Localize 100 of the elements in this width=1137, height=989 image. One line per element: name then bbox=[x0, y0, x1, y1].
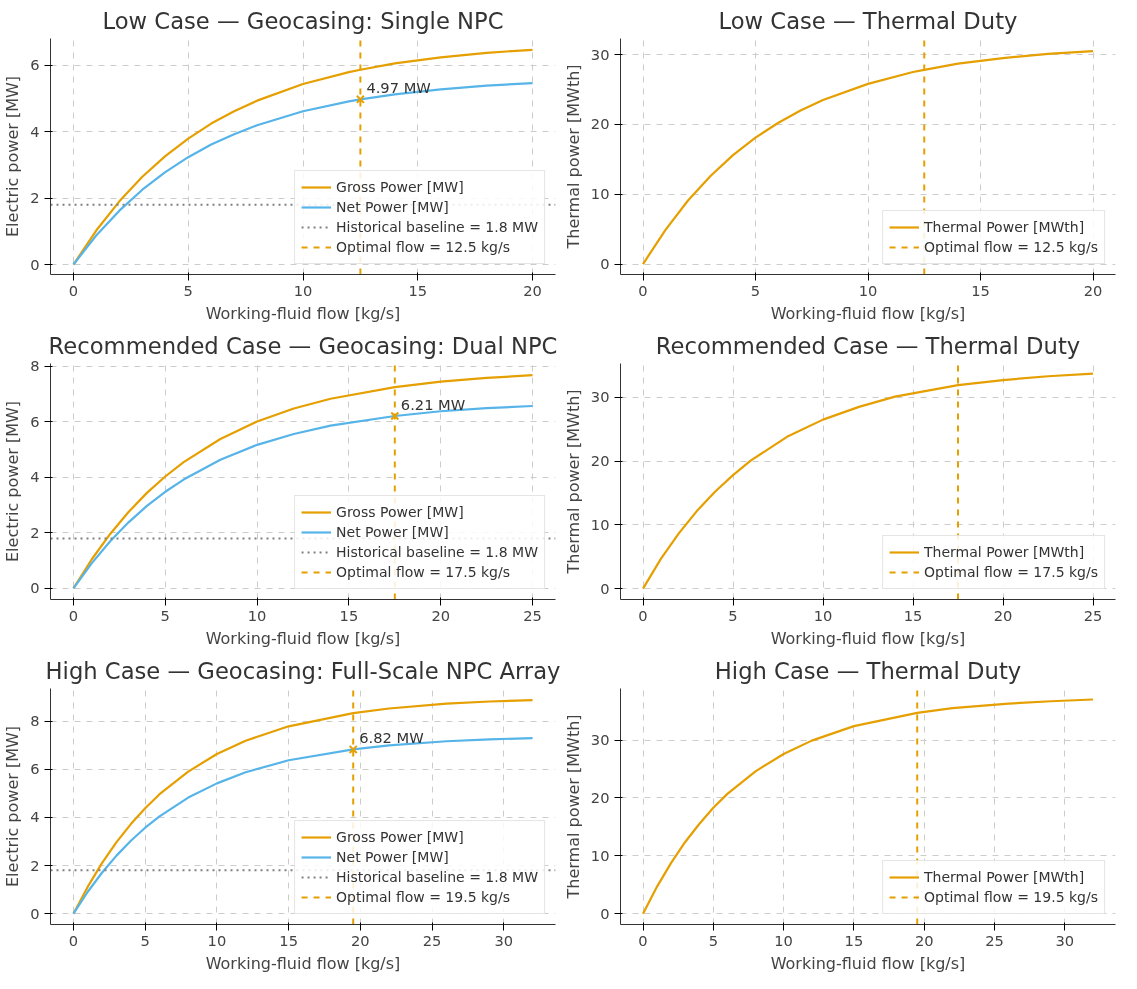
y-tick-label: 10 bbox=[590, 515, 610, 533]
x-tick-label: 5 bbox=[160, 606, 170, 624]
x-tick-label: 15 bbox=[279, 931, 298, 949]
x-tick-label: 10 bbox=[813, 606, 833, 624]
y-tick-label: 4 bbox=[30, 122, 40, 140]
y-tick-label: 4 bbox=[30, 468, 40, 486]
x-axis-title: Working-fluid flow [kg/s] bbox=[770, 628, 966, 648]
y-tick-label: 20 bbox=[590, 788, 610, 806]
y-axis-title: Thermal power [MWth] bbox=[563, 714, 583, 900]
legend-label: Historical baseline = 1.8 MW bbox=[336, 219, 538, 235]
x-tick-label: 0 bbox=[68, 931, 79, 949]
y-axis-title: Thermal power [MWth] bbox=[563, 64, 583, 250]
x-tick-label: 0 bbox=[68, 606, 79, 624]
y-tick-label: 20 bbox=[590, 452, 610, 470]
x-axis-title: Working-fluid flow [kg/s] bbox=[770, 953, 966, 973]
legend-label: Thermal Power [MWth] bbox=[924, 869, 1085, 885]
y-tick-label: 6 bbox=[30, 56, 40, 74]
chart-title: Low Case — Thermal Duty bbox=[718, 7, 1018, 34]
x-tick-label: 0 bbox=[638, 931, 648, 949]
ref-line-label: Optimal flow = 17.5 kg/s bbox=[336, 564, 510, 580]
chart-title: Recommended Case — Geocasing: Dual NPC bbox=[48, 332, 558, 359]
x-tick-label: 5 bbox=[750, 281, 761, 299]
y-tick-label: 0 bbox=[600, 579, 610, 597]
x-axis-title: Working-fluid flow [kg/s] bbox=[205, 953, 401, 973]
x-axis-title: Working-fluid flow [kg/s] bbox=[205, 628, 401, 648]
x-tick-label: 5 bbox=[183, 281, 193, 299]
ref-line-label: Optimal flow = 19.5 kg/s bbox=[336, 889, 510, 905]
legend-label: Net Power [MW] bbox=[336, 524, 449, 540]
x-tick-label: 25 bbox=[523, 606, 542, 624]
x-tick-label: 10 bbox=[247, 606, 267, 624]
y-tick-label: 2 bbox=[30, 523, 40, 541]
ref-line-label: Optimal flow = 12.5 kg/s bbox=[336, 239, 510, 255]
x-tick-label: 20 bbox=[431, 606, 451, 624]
legend-label: Gross Power [MW] bbox=[336, 179, 464, 195]
x-tick-label: 30 bbox=[1055, 931, 1075, 949]
y-tick-label: 8 bbox=[30, 357, 40, 375]
x-tick-label: 15 bbox=[844, 931, 864, 949]
x-axis-title: Working-fluid flow [kg/s] bbox=[205, 303, 401, 323]
x-tick-label: 15 bbox=[903, 606, 923, 624]
x-tick-label: 15 bbox=[971, 281, 990, 299]
chart-title: High Case — Geocasing: Full-Scale NPC Array bbox=[45, 657, 561, 684]
y-axis-title: Electric power [MW] bbox=[3, 400, 23, 563]
y-axis-title: Electric power [MW] bbox=[3, 725, 23, 888]
x-tick-label: 10 bbox=[293, 281, 313, 299]
y-tick-label: 8 bbox=[30, 712, 40, 730]
x-tick-label: 25 bbox=[422, 931, 442, 949]
x-tick-label: 25 bbox=[1083, 606, 1103, 624]
ref-line-label: Optimal flow = 17.5 kg/s bbox=[924, 564, 1098, 580]
x-tick-label: 25 bbox=[985, 931, 1004, 949]
x-tick-label: 20 bbox=[351, 931, 370, 949]
x-tick-label: 5 bbox=[140, 931, 150, 949]
legend-label: Net Power [MW] bbox=[336, 199, 449, 215]
x-tick-label: 20 bbox=[1083, 281, 1103, 299]
x-tick-label: 10 bbox=[774, 931, 793, 949]
x-tick-label: 15 bbox=[408, 281, 428, 299]
x-axis-title: Working-fluid flow [kg/s] bbox=[770, 303, 966, 323]
annotation: 6.21 MW bbox=[400, 395, 466, 413]
y-tick-label: 6 bbox=[30, 760, 40, 778]
x-tick-label: 20 bbox=[993, 606, 1013, 624]
x-tick-label: 20 bbox=[914, 931, 934, 949]
legend-label: Historical baseline = 1.8 MW bbox=[336, 544, 538, 560]
y-tick-label: 0 bbox=[30, 904, 40, 922]
y-tick-label: 0 bbox=[600, 255, 610, 273]
ref-line-label: Optimal flow = 12.5 kg/s bbox=[924, 239, 1098, 255]
x-tick-label: 10 bbox=[207, 931, 227, 949]
y-axis-title: Thermal power [MWth] bbox=[563, 389, 583, 575]
y-tick-label: 30 bbox=[590, 388, 610, 406]
ref-line-label: Optimal flow = 19.5 kg/s bbox=[924, 889, 1098, 905]
chart-title: High Case — Thermal Duty bbox=[714, 657, 1022, 684]
legend-label: Thermal Power [MWth] bbox=[924, 219, 1085, 235]
y-tick-label: 0 bbox=[30, 255, 40, 273]
y-tick-label: 4 bbox=[30, 808, 40, 826]
x-tick-label: 0 bbox=[638, 606, 648, 624]
x-tick-label: 15 bbox=[339, 606, 359, 624]
x-tick-label: 5 bbox=[728, 606, 738, 624]
x-tick-label: 10 bbox=[858, 281, 878, 299]
legend-label: Gross Power [MW] bbox=[336, 504, 464, 520]
x-tick-label: 20 bbox=[523, 281, 542, 299]
legend-label: Net Power [MW] bbox=[336, 849, 449, 865]
y-tick-label: 0 bbox=[30, 579, 40, 597]
y-tick-label: 6 bbox=[30, 412, 40, 430]
y-tick-label: 30 bbox=[590, 731, 610, 749]
x-tick-label: 5 bbox=[708, 931, 718, 949]
y-axis-title: Electric power [MW] bbox=[3, 75, 23, 238]
chart-title: Recommended Case — Thermal Duty bbox=[655, 332, 1081, 359]
x-tick-label: 0 bbox=[638, 281, 648, 299]
annotation: 6.82 MW bbox=[359, 729, 425, 747]
x-tick-label: 30 bbox=[494, 931, 514, 949]
y-tick-label: 0 bbox=[600, 904, 610, 922]
y-tick-label: 30 bbox=[590, 45, 610, 63]
legend-label: Gross Power [MW] bbox=[336, 829, 464, 845]
y-tick-label: 2 bbox=[30, 189, 40, 207]
y-tick-label: 10 bbox=[590, 185, 610, 203]
y-tick-label: 20 bbox=[590, 115, 610, 133]
y-tick-label: 2 bbox=[30, 856, 40, 874]
x-tick-label: 0 bbox=[68, 281, 79, 299]
legend-label: Thermal Power [MWth] bbox=[924, 544, 1085, 560]
chart-title: Low Case — Geocasing: Single NPC bbox=[102, 7, 504, 34]
ref-line-label: Historical baseline = 1.8 MW bbox=[336, 869, 538, 885]
y-tick-label: 10 bbox=[590, 846, 610, 864]
